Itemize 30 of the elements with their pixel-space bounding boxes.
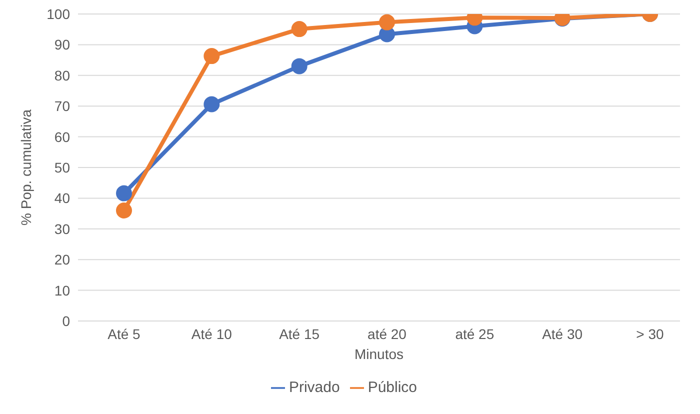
point	[291, 58, 308, 74]
y-tick-label: 40	[54, 190, 70, 206]
y-tick-label: 100	[46, 6, 70, 22]
point	[379, 14, 395, 30]
y-tick-label: 60	[54, 128, 70, 145]
x-axis-title: Minutos	[354, 346, 404, 362]
y-tick-label: 70	[54, 98, 70, 114]
x-tick-label: até 20	[368, 326, 407, 342]
x-tick-label: > 30	[636, 326, 664, 342]
point	[204, 96, 220, 112]
x-tick-label: Até 15	[279, 326, 320, 342]
y-tick-label: 10	[54, 282, 70, 298]
y-axis-title: % Pop. cumulativa	[18, 109, 34, 226]
legend-label: Privado	[288, 379, 340, 396]
y-tick-label: 20	[54, 252, 70, 268]
y-tick-label: 80	[54, 67, 70, 84]
y-tick-label: 30	[54, 220, 70, 237]
point	[291, 21, 308, 38]
x-tick-label: Até 10	[191, 326, 232, 342]
point	[116, 185, 132, 202]
y-tick-label: 0	[62, 312, 70, 329]
legend-label: Público	[368, 379, 418, 396]
point	[204, 48, 220, 64]
x-tick-label: Até 30	[542, 326, 583, 342]
y-tick-label: 50	[54, 159, 70, 176]
x-tick-label: Até 5	[108, 326, 141, 342]
x-tick-label: até 25	[455, 326, 494, 342]
point	[116, 202, 132, 218]
point	[379, 26, 395, 42]
y-tick-label: 90	[54, 36, 70, 53]
